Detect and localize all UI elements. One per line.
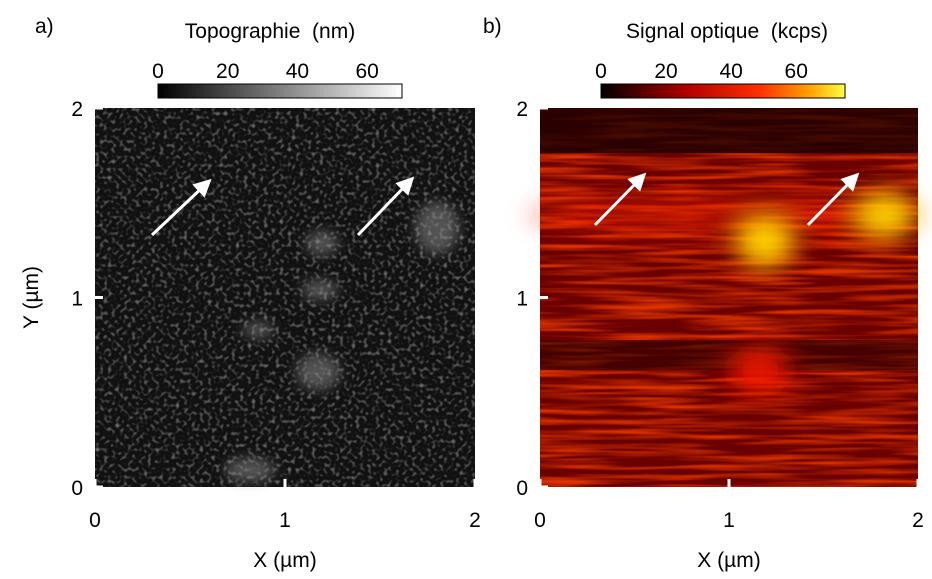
topography-image — [95, 108, 475, 487]
colorbar — [157, 83, 403, 99]
x-tick-label: 0 — [534, 509, 546, 532]
x-axis-label: X (µm) — [253, 549, 316, 572]
y-tick-label: 2 — [516, 98, 528, 121]
x-axis-label: X (µm) — [697, 549, 760, 572]
y-tick-label: 0 — [71, 477, 83, 500]
colorbar-tick-label: 40 — [286, 60, 309, 83]
colorbar-tick-label: 0 — [595, 60, 607, 83]
optical-signal-image — [528, 108, 928, 487]
colorbar-tick-label: 20 — [654, 60, 677, 83]
colorbar-tick-label: 60 — [355, 60, 378, 83]
y-tick-label: 0 — [516, 477, 528, 500]
colorbar — [600, 83, 846, 99]
y-tick-label: 2 — [71, 98, 83, 121]
x-tick-label: 1 — [723, 509, 735, 532]
x-tick-label: 1 — [279, 509, 291, 532]
x-tick-label: 0 — [89, 509, 101, 532]
colorbar-title: Signal optique (kcps) — [626, 20, 828, 43]
x-tick-label: 2 — [469, 509, 481, 532]
y-tick-label: 1 — [516, 288, 528, 311]
colorbar-tick-label: 20 — [216, 60, 239, 83]
colorbar-tick-label: 0 — [152, 60, 164, 83]
x-tick-label: 2 — [912, 509, 924, 532]
panel-label: b) — [483, 15, 502, 38]
colorbar-tick-label: 60 — [785, 60, 808, 83]
panel-label: a) — [35, 15, 54, 38]
colorbar-title: Topographie (nm) — [185, 20, 355, 43]
y-tick-label: 1 — [71, 288, 83, 311]
y-axis-label: Y (µm) — [20, 266, 43, 329]
colorbar-tick-label: 40 — [719, 60, 742, 83]
